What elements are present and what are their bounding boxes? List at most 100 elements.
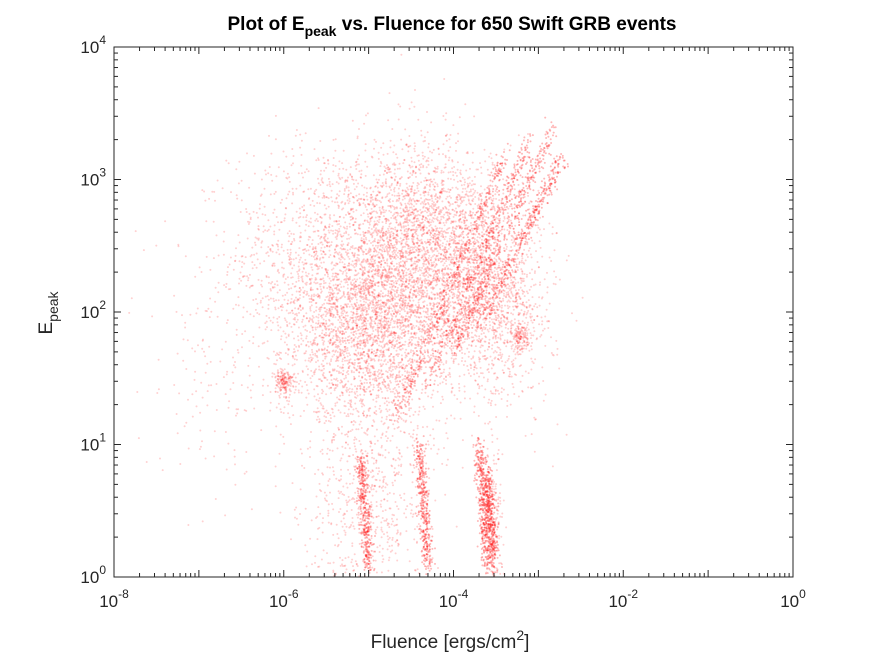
data-point xyxy=(460,221,463,224)
data-point xyxy=(273,192,276,195)
data-point xyxy=(291,219,294,222)
data-point xyxy=(358,224,361,227)
data-point xyxy=(377,331,380,334)
data-point xyxy=(365,187,368,190)
data-point xyxy=(340,306,343,309)
data-point xyxy=(480,166,483,169)
data-point xyxy=(420,256,423,259)
data-point xyxy=(491,185,494,188)
data-point xyxy=(414,347,416,350)
data-point xyxy=(396,318,399,321)
data-point xyxy=(337,231,340,233)
data-point xyxy=(313,293,316,296)
data-point xyxy=(394,249,397,252)
data-point xyxy=(426,307,429,310)
data-point xyxy=(408,415,411,418)
data-point xyxy=(417,270,420,273)
data-point xyxy=(334,138,337,141)
data-point xyxy=(409,351,412,354)
data-point xyxy=(320,221,323,223)
data-point xyxy=(330,328,333,330)
data-point xyxy=(327,229,330,232)
data-point xyxy=(359,281,362,284)
data-point xyxy=(402,276,405,279)
data-point xyxy=(406,217,408,220)
data-point xyxy=(372,226,375,229)
data-point xyxy=(405,306,408,309)
data-point xyxy=(321,266,323,269)
data-point xyxy=(312,247,315,250)
data-point xyxy=(400,288,403,291)
data-point xyxy=(410,188,413,191)
data-point xyxy=(414,304,417,307)
data-point xyxy=(407,238,410,240)
data-point xyxy=(434,167,437,170)
data-point xyxy=(248,286,251,289)
data-point xyxy=(358,259,360,262)
data-point xyxy=(342,226,345,229)
data-point xyxy=(365,114,367,117)
data-point xyxy=(402,238,405,241)
data-point xyxy=(459,210,462,213)
data-point xyxy=(345,168,348,171)
data-point xyxy=(381,285,384,288)
data-point xyxy=(490,157,493,160)
data-point xyxy=(417,219,420,222)
data-point xyxy=(357,248,360,251)
data-point xyxy=(375,178,378,181)
data-point xyxy=(302,315,305,318)
data-point xyxy=(395,207,398,210)
data-point xyxy=(380,317,383,320)
data-point xyxy=(280,243,283,246)
data-point xyxy=(358,326,361,328)
data-point xyxy=(421,321,424,324)
data-point xyxy=(270,152,273,155)
data-point xyxy=(322,229,325,232)
data-point xyxy=(346,311,349,314)
data-point xyxy=(326,245,329,248)
data-point xyxy=(333,254,336,257)
data-point xyxy=(420,269,423,272)
data-point xyxy=(409,290,412,293)
data-point xyxy=(314,302,317,305)
data-point xyxy=(274,114,277,117)
data-point xyxy=(388,254,391,256)
data-point xyxy=(421,289,424,292)
data-point xyxy=(377,334,380,337)
data-point xyxy=(323,228,326,231)
data-point xyxy=(389,236,392,239)
data-point xyxy=(364,283,367,286)
data-point xyxy=(421,388,424,391)
data-point xyxy=(271,281,274,283)
data-point xyxy=(379,184,382,187)
data-point xyxy=(356,385,359,387)
data-point xyxy=(298,225,301,228)
data-point xyxy=(271,250,274,253)
data-point xyxy=(301,261,304,264)
data-point xyxy=(377,294,380,297)
data-point xyxy=(287,255,290,258)
data-point xyxy=(293,323,296,326)
data-point xyxy=(442,264,445,267)
data-point xyxy=(407,150,410,153)
data-point xyxy=(479,366,482,369)
data-point xyxy=(447,188,450,191)
data-point xyxy=(363,323,366,326)
data-point xyxy=(363,231,366,234)
data-point xyxy=(342,316,345,319)
data-point xyxy=(291,148,294,150)
data-point xyxy=(483,321,486,324)
data-point xyxy=(407,245,410,248)
data-point xyxy=(320,222,323,225)
data-point xyxy=(403,302,406,305)
data-point xyxy=(437,238,440,241)
data-point xyxy=(313,193,316,196)
data-point xyxy=(332,157,335,159)
data-point xyxy=(352,217,355,220)
data-point xyxy=(427,193,430,196)
data-point xyxy=(331,183,334,186)
data-point xyxy=(320,261,323,264)
data-point xyxy=(309,204,312,206)
data-point xyxy=(450,357,453,360)
data-point xyxy=(393,322,396,325)
